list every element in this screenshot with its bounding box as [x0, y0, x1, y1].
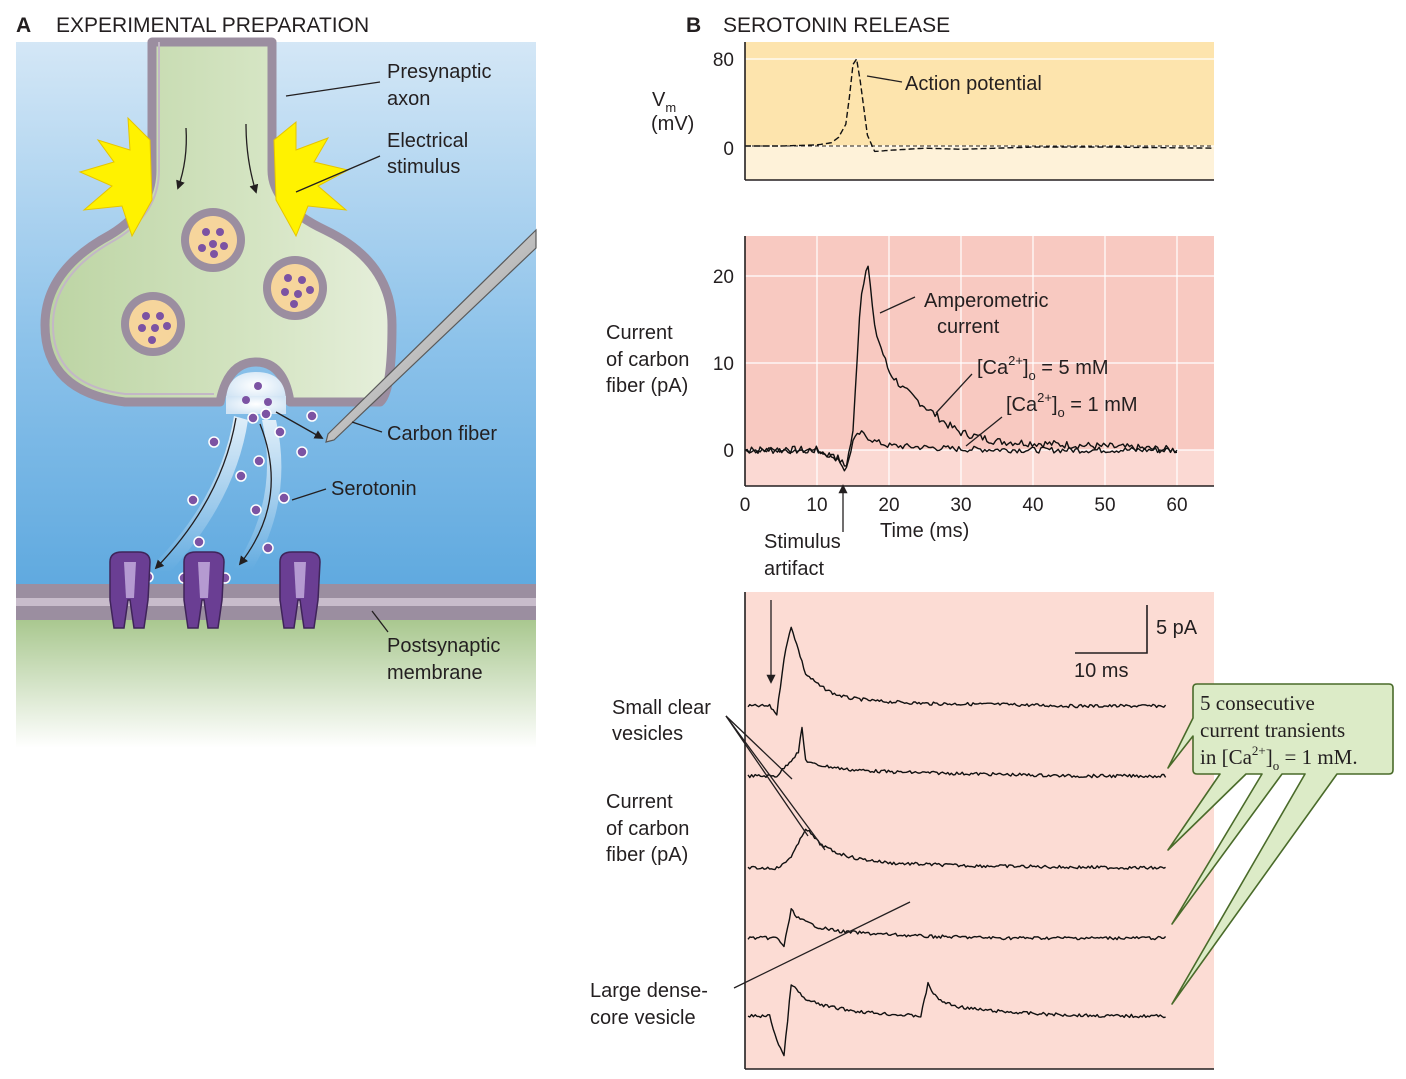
amp-ytick: 0	[723, 441, 734, 462]
callout-consecutive-transients: 5 consecutive current transients in [Ca2…	[1167, 683, 1394, 1005]
label-carbon-fiber: Carbon fiber	[387, 423, 497, 445]
amp-xlabel: Time (ms)	[880, 520, 969, 542]
ap-arrow-right	[245, 123, 259, 194]
fusing-vesicle	[226, 372, 286, 414]
stimulus-burst-left	[78, 116, 153, 238]
callout-line-1: 5 consecutive	[1200, 691, 1315, 715]
synapse-illustration	[16, 37, 537, 748]
label-postsynaptic-membrane: Postsynaptic membrane	[387, 635, 506, 684]
scale-bar-time: 10 ms	[1074, 660, 1128, 682]
amp-xtick: 60	[1166, 495, 1187, 516]
vm-trace	[745, 58, 1213, 153]
svg-text:5 consecutive current tr: 5 consecutive current transients	[1200, 691, 1345, 742]
amp-xtick: 30	[950, 495, 971, 516]
panel-b-letter: B	[686, 14, 701, 37]
panel-a-letter: A	[16, 14, 31, 37]
transient-trace	[747, 908, 1167, 948]
label-presynaptic-axon: Presynaptic axon	[387, 61, 497, 110]
vm-ylabel-unit: (mV)	[651, 113, 694, 135]
scale-bar-current: 5 pA	[1156, 617, 1198, 639]
panel-a-title: EXPERIMENTAL PREPARATION	[56, 14, 369, 37]
label-ca-5mM: [Ca2+]o = 5 mM	[977, 353, 1109, 383]
amperometric-chart: 20 10 0 0 10 20 30 40 50 60 Time (ms) Current of…	[606, 236, 1214, 580]
amp-ylabel: Current of carbon fiber (pA)	[606, 322, 695, 397]
vesicle	[181, 208, 245, 272]
label-ca-1mM: [Ca2+]o = 1 mM	[1006, 390, 1138, 420]
callout-line-3: in [Ca2+]o = 1 mM.	[1200, 743, 1358, 773]
vm-ytick: 80	[713, 50, 734, 71]
annotation-action-potential: Action potential	[905, 73, 1042, 95]
amp-xtick: 50	[1094, 495, 1115, 516]
label-dense-core-vesicle: Large dense- core vesicle	[590, 980, 713, 1029]
label-stimulus-artifact: Stimulus artifact	[764, 531, 846, 580]
ap-arrow-left	[176, 127, 187, 190]
annotation-amperometric-current: Amperometric current	[924, 290, 1054, 338]
panel-b-title: SEROTONIN RELEASE	[723, 14, 950, 37]
amp-ytick: 10	[713, 354, 734, 375]
transient-trace	[747, 981, 1166, 1057]
vm-ylabel: Vm	[652, 89, 676, 115]
serotonin-molecules	[142, 408, 318, 584]
transients-ylabel: Current of carbon fiber (pA)	[606, 791, 695, 866]
receptor	[109, 551, 151, 629]
scale-bar	[1075, 605, 1148, 654]
receptor	[183, 551, 225, 629]
transient-trace	[747, 626, 1167, 716]
amp-xtick: 40	[1022, 495, 1043, 516]
callout-line-2: current transients	[1200, 718, 1345, 742]
amp-plot-area	[745, 236, 1214, 450]
label-small-clear-vesicles: Small clear vesicles	[612, 697, 716, 745]
transient-trace	[747, 726, 1167, 779]
transients-plot-area	[745, 592, 1214, 1069]
vm-ytick: 0	[723, 139, 734, 160]
stimulus-burst-right	[273, 120, 350, 238]
receptor	[279, 551, 321, 629]
vesicle	[121, 292, 185, 356]
amp-xtick: 10	[806, 495, 827, 516]
trace-ca-1mM	[744, 430, 1178, 472]
amp-xtick: 20	[878, 495, 899, 516]
amp-xtick: 0	[740, 495, 751, 516]
carbon-fiber-electrode	[325, 228, 537, 443]
postsynaptic-cell	[16, 614, 536, 748]
membrane-potential-chart: 80 0 Vm (mV) Action potential	[651, 42, 1214, 181]
transients-chart: 5 pA 10 ms Small clear vesicles Current …	[590, 592, 1214, 1070]
amp-ytick: 20	[713, 267, 734, 288]
label-electrical-stimulus: Electrical stimulus	[387, 130, 474, 178]
label-serotonin: Serotonin	[331, 478, 417, 500]
vesicle	[263, 256, 327, 320]
